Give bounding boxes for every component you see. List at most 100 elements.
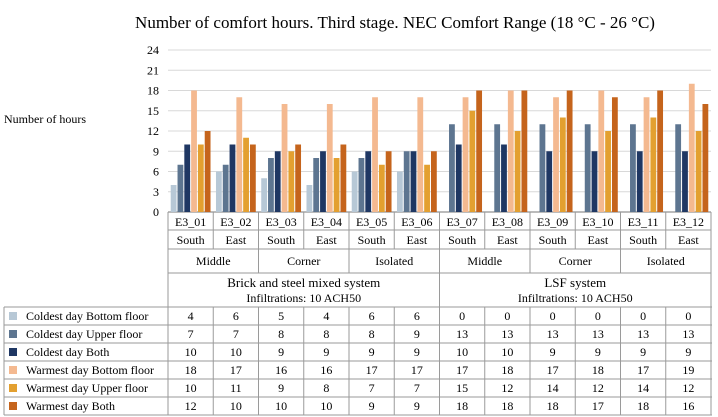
data-label: 9 <box>369 345 375 359</box>
position-label: Isolated <box>647 254 685 268</box>
category-label: E3_04 <box>311 215 342 229</box>
data-label: 16 <box>320 363 332 377</box>
bar <box>514 131 521 212</box>
data-label: 5 <box>278 309 284 323</box>
data-label: 11 <box>230 381 242 395</box>
bar <box>566 90 573 212</box>
y-tick-label: 12 <box>147 124 159 138</box>
data-label: 17 <box>456 363 468 377</box>
y-axis: 0 3 6 9 12 15 18 21 24 <box>147 43 159 219</box>
legend-swatch <box>9 330 17 338</box>
data-label: 7 <box>188 327 194 341</box>
category-label: E3_02 <box>220 215 251 229</box>
data-label: 18 <box>501 363 513 377</box>
bar <box>320 151 326 212</box>
bar <box>243 137 249 212</box>
bar <box>494 124 501 212</box>
bar <box>449 124 455 212</box>
bar <box>177 164 184 212</box>
legend-label: Warmest day Upper floor <box>26 381 148 395</box>
data-label: 9 <box>685 345 691 359</box>
system-label: Brick and steel mixed system <box>227 275 380 290</box>
data-label: 17 <box>366 363 378 377</box>
bar <box>365 151 372 212</box>
data-label: 9 <box>278 345 284 359</box>
category-label: E3_05 <box>356 215 387 229</box>
category-label: E3_03 <box>265 215 296 229</box>
bar <box>636 151 643 212</box>
data-label: 0 <box>640 309 646 323</box>
data-label: 8 <box>369 327 375 341</box>
data-label: 10 <box>230 345 242 359</box>
bar <box>261 178 268 212</box>
bar <box>430 151 437 212</box>
bar <box>657 90 664 212</box>
data-label: 17 <box>592 399 604 413</box>
position-label: Corner <box>287 254 320 268</box>
bar <box>197 144 204 212</box>
data-label: 0 <box>595 309 601 323</box>
data-label: 9 <box>369 399 375 413</box>
data-label: 9 <box>640 345 646 359</box>
y-tick-label: 0 <box>153 205 159 219</box>
data-label: 6 <box>369 309 375 323</box>
data-label: 12 <box>501 381 513 395</box>
data-label: 8 <box>323 381 329 395</box>
data-label: 18 <box>592 363 604 377</box>
data-label: 17 <box>547 363 559 377</box>
legend-label: Coldest day Both <box>26 345 109 359</box>
bar <box>204 131 211 212</box>
bar <box>249 144 256 212</box>
bar <box>424 164 430 212</box>
category-label: E3_07 <box>446 215 477 229</box>
data-label: 10 <box>456 345 468 359</box>
data-label: 4 <box>188 309 194 323</box>
data-label: 15 <box>456 381 468 395</box>
data-label: 13 <box>682 327 694 341</box>
data-label: 7 <box>233 327 239 341</box>
bar <box>288 151 295 212</box>
bar <box>559 117 566 212</box>
legend-swatch <box>9 384 17 392</box>
bar <box>553 97 559 212</box>
data-label: 7 <box>414 381 420 395</box>
bar <box>462 97 469 212</box>
data-label: 9 <box>595 345 601 359</box>
legend-label: Warmest day Bottom floor <box>26 363 154 377</box>
data-label: 10 <box>275 399 287 413</box>
category-label: E3_09 <box>537 215 568 229</box>
data-label: 10 <box>185 345 197 359</box>
chart-title: Number of comfort hours. Third stage. NE… <box>135 13 655 32</box>
data-label: 17 <box>411 363 423 377</box>
bar <box>306 185 313 212</box>
data-label: 18 <box>185 363 197 377</box>
bar <box>170 185 177 212</box>
data-label: 13 <box>637 327 649 341</box>
data-label: 18 <box>547 399 559 413</box>
orientation-label: South <box>539 233 567 247</box>
data-label: 19 <box>682 363 694 377</box>
data-label: 10 <box>501 345 513 359</box>
orientation-label: East <box>226 233 247 247</box>
category-label: E3_08 <box>492 215 523 229</box>
bar <box>611 97 618 212</box>
data-label: 9 <box>323 345 329 359</box>
bar <box>584 124 591 212</box>
bar <box>313 158 320 212</box>
data-label: 0 <box>459 309 465 323</box>
data-label: 7 <box>369 381 375 395</box>
bar <box>274 151 281 212</box>
y-tick-label: 24 <box>147 43 159 57</box>
bar <box>236 97 243 212</box>
data-label: 13 <box>501 327 513 341</box>
bar <box>396 171 403 212</box>
bar <box>591 151 598 212</box>
data-label: 4 <box>323 309 329 323</box>
bar <box>215 171 222 212</box>
y-tick-label: 21 <box>147 63 159 77</box>
y-tick-label: 18 <box>147 84 159 98</box>
data-label: 18 <box>637 399 649 413</box>
bar <box>281 104 288 212</box>
legend-swatch <box>9 312 17 320</box>
